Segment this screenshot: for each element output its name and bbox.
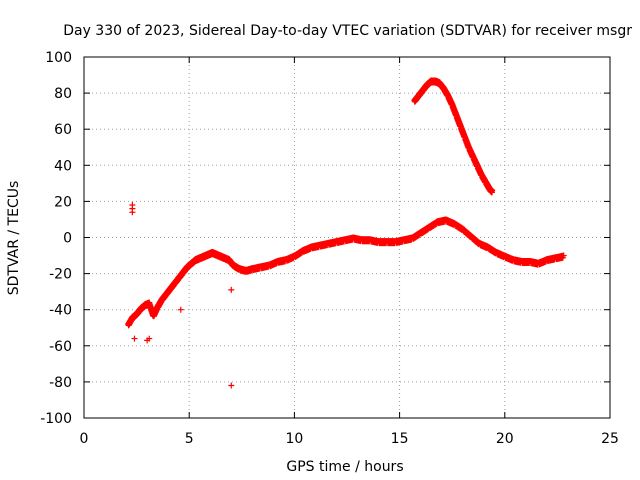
x-tick-label: 25 <box>601 431 619 447</box>
y-tick-label: 100 <box>45 50 72 66</box>
y-tick-label: 40 <box>54 158 72 174</box>
x-axis-label: GPS time / hours <box>286 459 403 475</box>
y-tick-label: 20 <box>54 194 72 210</box>
data-point <box>177 306 184 313</box>
x-ticks: 0 5 10 15 20 25 <box>80 57 619 447</box>
y-tick-label: -20 <box>49 267 72 283</box>
y-tick-label: 0 <box>63 231 72 247</box>
x-tick-label: 10 <box>285 431 303 447</box>
data-points <box>125 77 567 389</box>
data-point <box>146 335 153 342</box>
data-point <box>129 209 136 216</box>
y-tick-label: -60 <box>49 339 72 355</box>
data-point <box>228 382 235 389</box>
x-tick-label: 0 <box>80 431 89 447</box>
x-tick-label: 20 <box>496 431 514 447</box>
x-tick-label: 5 <box>185 431 194 447</box>
data-point <box>131 335 138 342</box>
y-tick-label: -100 <box>40 411 72 427</box>
y-tick-label: 80 <box>54 86 72 102</box>
x-tick-label: 15 <box>391 431 409 447</box>
y-ticks: -100 -80 -60 -40 -20 0 20 40 60 80 100 <box>40 50 610 427</box>
data-point <box>489 187 496 194</box>
data-point <box>228 286 235 293</box>
y-tick-label: -40 <box>49 303 72 319</box>
chart-title: Day 330 of 2023, Sidereal Day-to-day VTE… <box>63 23 632 39</box>
y-tick-label: -80 <box>49 375 72 391</box>
y-axis-label: SDTVAR / TECUs <box>6 181 22 296</box>
data-point <box>560 252 567 259</box>
y-tick-label: 60 <box>54 122 72 138</box>
